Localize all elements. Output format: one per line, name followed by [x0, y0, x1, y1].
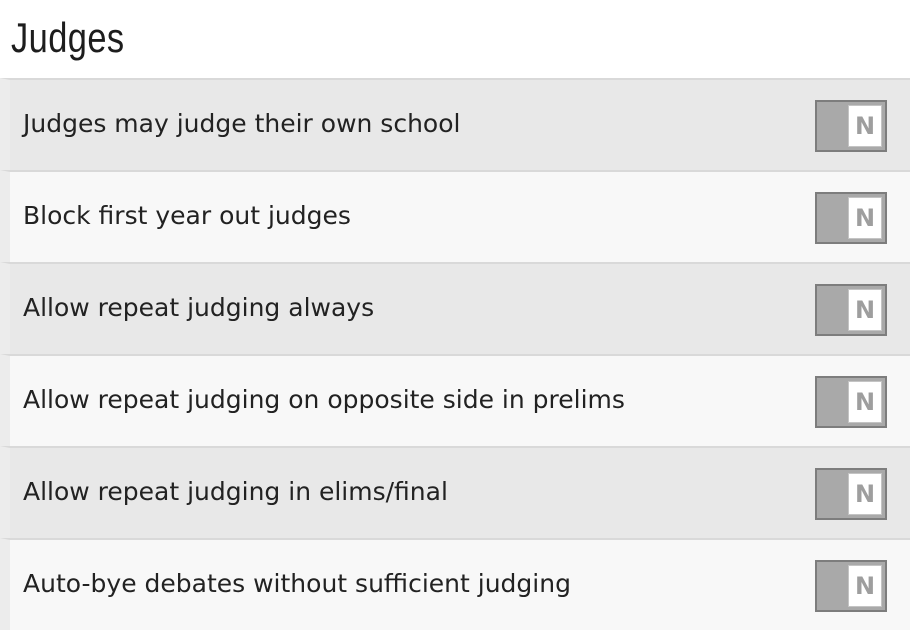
judge-own-school-toggle[interactable]: N	[815, 100, 887, 152]
setting-row-repeat-opposite-side: Allow repeat judging on opposite side in…	[0, 354, 910, 446]
page-title: Judges	[11, 14, 125, 61]
repeat-judging-always-toggle[interactable]: N	[815, 284, 887, 336]
toggle-value: N	[854, 480, 876, 508]
toggle-knob: N	[848, 565, 882, 607]
toggle-value: N	[854, 112, 876, 140]
toggle-knob: N	[848, 381, 882, 423]
setting-label: Allow repeat judging always	[23, 293, 375, 322]
setting-row-auto-bye: Auto-bye debates without sufficient judg…	[0, 538, 910, 630]
toggle-knob: N	[848, 197, 882, 239]
repeat-opposite-side-toggle[interactable]: N	[815, 376, 887, 428]
setting-label: Judges may judge their own school	[23, 109, 461, 138]
toggle-value: N	[854, 204, 876, 232]
toggle-value: N	[854, 296, 876, 324]
repeat-elims-final-toggle[interactable]: N	[815, 468, 887, 520]
setting-row-repeat-judging-always: Allow repeat judging always N	[0, 262, 910, 354]
toggle-knob: N	[848, 289, 882, 331]
auto-bye-toggle[interactable]: N	[815, 560, 887, 612]
setting-label: Allow repeat judging on opposite side in…	[23, 385, 625, 414]
toggle-value: N	[854, 388, 876, 416]
setting-row-repeat-elims-final: Allow repeat judging in elims/final N	[0, 446, 910, 538]
setting-label: Auto-bye debates without sufficient judg…	[23, 569, 571, 598]
toggle-knob: N	[848, 105, 882, 147]
setting-row-block-first-year-out: Block first year out judges N	[0, 170, 910, 262]
block-first-year-out-toggle[interactable]: N	[815, 192, 887, 244]
toggle-value: N	[854, 572, 876, 600]
toggle-knob: N	[848, 473, 882, 515]
settings-list: Judges may judge their own school N Bloc…	[0, 78, 910, 630]
setting-label: Block first year out judges	[23, 201, 351, 230]
setting-row-judge-own-school: Judges may judge their own school N	[0, 78, 910, 170]
setting-label: Allow repeat judging in elims/final	[23, 477, 448, 506]
